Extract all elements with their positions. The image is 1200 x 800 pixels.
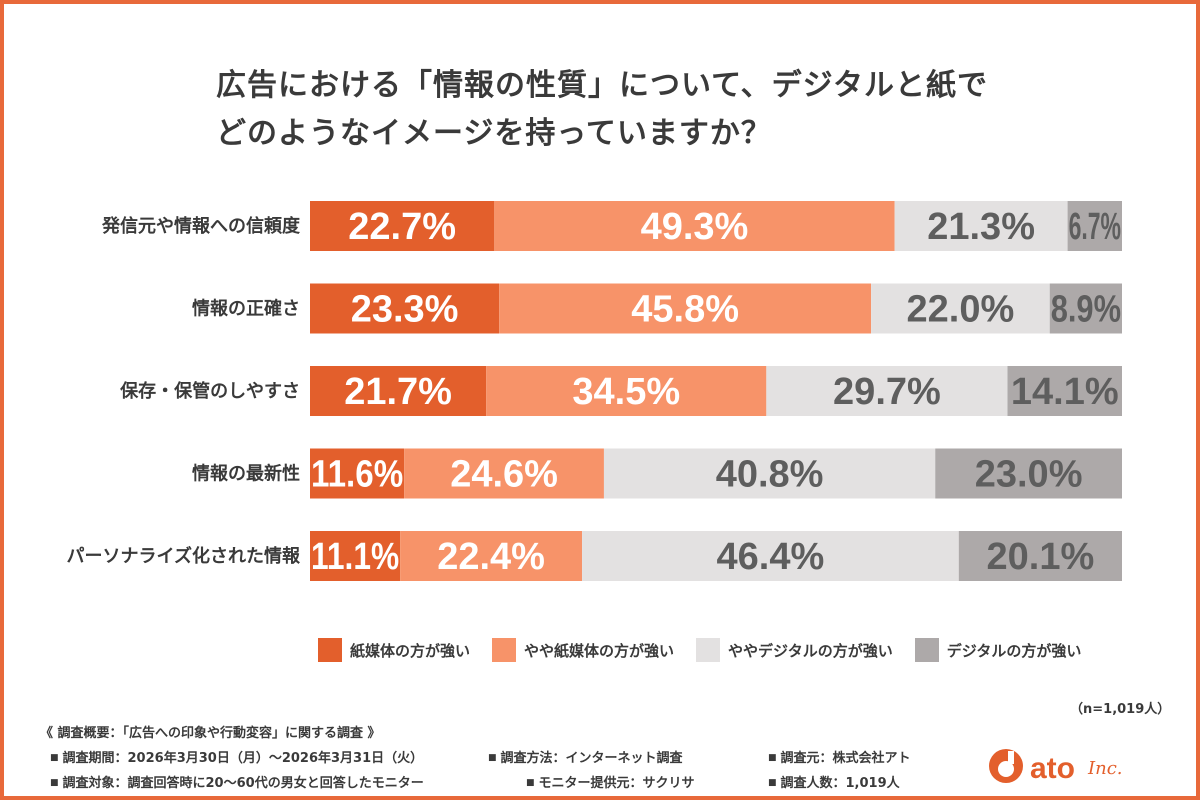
- bar-segment-paper-somewhat: [486, 366, 767, 416]
- footer-source-text: 調査元：株式会社アト: [780, 751, 911, 766]
- data-label: 20.1%: [987, 536, 1095, 578]
- data-label: 40.8%: [716, 454, 824, 496]
- footer-target: ■ 調査対象：調査回答時に20～60代の男女と回答したモニター: [50, 776, 424, 791]
- data-label: 22.4%: [437, 536, 545, 578]
- data-label: 29.7%: [833, 371, 941, 413]
- data-label: 22.7%: [348, 206, 456, 248]
- legend-item-paper-strong: 紙媒体の方が強い: [318, 638, 470, 662]
- data-label: 49.3%: [641, 206, 749, 248]
- data-label: 46.4%: [717, 536, 825, 578]
- legend-swatch: [914, 638, 939, 662]
- footer-count: ■ 調査人数：1,019人: [768, 776, 900, 791]
- bar-segment-digital-somewhat: [603, 448, 936, 499]
- category-label: パーソナライズ化された情報: [67, 545, 301, 567]
- legend-swatch: [318, 638, 342, 662]
- bar-segment-digital-strong: [1049, 283, 1122, 334]
- legend-item-paper-somewhat: やや紙媒体の方が強い: [492, 638, 674, 662]
- bar-segment-digital-strong: [1067, 201, 1122, 251]
- chart-title-line-1: 広告における「情報の性質」について、デジタルと紙で: [216, 68, 988, 103]
- bar-segment-digital-somewhat: [894, 201, 1068, 251]
- bar-segment-paper-strong: [310, 283, 500, 334]
- bar-segment-paper-strong: [310, 201, 495, 251]
- data-label: 23.0%: [975, 454, 1083, 496]
- bar-segment-digital-somewhat: [582, 531, 959, 581]
- legend-item-digital-strong: デジタルの方が強い: [914, 638, 1082, 662]
- bar-segment-paper-strong: [310, 366, 487, 416]
- bar-segment-digital-strong: [1007, 366, 1122, 416]
- bar-segment-digital-somewhat: [766, 366, 1008, 416]
- logo-wordmark: ato: [1030, 752, 1075, 785]
- data-label: 34.5%: [572, 371, 680, 413]
- data-label: 14.1%: [1011, 371, 1119, 413]
- bar-segment-paper-somewhat: [400, 531, 583, 581]
- category-label: 情報の正確さ: [192, 298, 300, 320]
- category-label: 保存・保管のしやすさ: [119, 380, 300, 402]
- logo-mark-inner: [998, 761, 1014, 777]
- legend-label: ややデジタルの方が強い: [728, 641, 893, 660]
- footer-source: ■ 調査元：株式会社アト: [768, 751, 911, 766]
- stacked-bar-chart: 発信元や情報への信頼度 22.7% 49.3% 21.3% 6.7% 情報の正確さ 23.3…: [67, 201, 1122, 581]
- footer-period: ■ 調査期間：2026年3月30日（月）～2026年3月31日（火）: [50, 751, 424, 766]
- legend-label: 紙媒体の方が強い: [350, 641, 471, 660]
- bar-segment-paper-strong: [310, 448, 405, 499]
- bar-segment-digital-somewhat: [871, 283, 1050, 334]
- footer-period-text: 調査期間：2026年3月30日（月）～2026年3月31日（火）: [62, 751, 424, 766]
- data-label: 11.6%: [311, 454, 403, 496]
- data-label: 11.1%: [311, 536, 399, 578]
- logo-mark-notch: [1008, 751, 1014, 764]
- sample-size-note: （n=1,019人）: [1070, 702, 1171, 717]
- legend-item-digital-somewhat: ややデジタルの方が強い: [696, 638, 893, 662]
- data-label: 8.9%: [1051, 289, 1121, 331]
- chart-title-line-2: どのようなイメージを持っていますか？: [216, 116, 772, 151]
- bar-segment-paper-somewhat: [499, 283, 872, 334]
- logo-suffix: Inc.: [1087, 758, 1123, 779]
- data-label: 22.0%: [907, 289, 1015, 331]
- footer-heading: 《 調査概要：「広告への印象や行動変容」に関する調査 》: [40, 726, 381, 741]
- company-logo: ato Inc.: [989, 749, 1123, 785]
- footer-method-text: 調査方法：インターネット調査: [500, 751, 683, 766]
- footer-count-text: 調査人数：1,019人: [780, 776, 900, 791]
- bar-segment-digital-strong: [935, 448, 1122, 499]
- legend: 紙媒体の方が強い やや紙媒体の方が強い ややデジタルの方が強い デジタルの方が強…: [318, 638, 1103, 662]
- legend-swatch: [696, 638, 721, 662]
- legend-swatch: [492, 638, 517, 662]
- footer-provider-text: モニター提供元：サクリサ: [538, 776, 695, 791]
- data-label: 21.3%: [927, 206, 1035, 248]
- data-label: 24.6%: [450, 454, 558, 496]
- legend-label: やや紙媒体の方が強い: [524, 641, 675, 660]
- bar-segment-paper-strong: [310, 531, 401, 581]
- category-label: 情報の最新性: [192, 463, 300, 485]
- bar-segment-paper-somewhat: [404, 448, 604, 499]
- data-label: 6.7%: [1069, 206, 1121, 248]
- footer-method: ■ 調査方法：インターネット調査: [488, 751, 683, 766]
- category-label: 発信元や情報への信頼度: [101, 215, 301, 237]
- footer-provider: ■ モニター提供元：サクリサ: [526, 776, 695, 791]
- data-label: 45.8%: [631, 289, 739, 331]
- bar-segment-paper-somewhat: [494, 201, 895, 251]
- legend-label: デジタルの方が強い: [946, 641, 1082, 660]
- data-label: 23.3%: [351, 289, 459, 331]
- bar-segment-digital-strong: [958, 531, 1122, 581]
- footer-target-text: 調査対象：調査回答時に20～60代の男女と回答したモニター: [62, 776, 424, 791]
- data-label: 21.7%: [344, 371, 452, 413]
